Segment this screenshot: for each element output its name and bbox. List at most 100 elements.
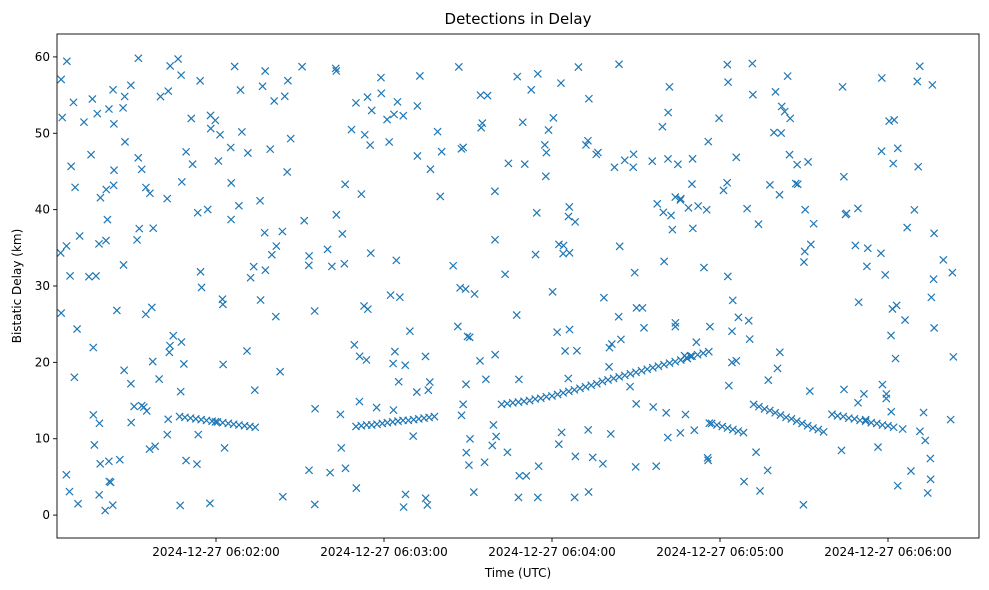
data-point [615, 242, 624, 251]
y-tick-label: 20 [35, 355, 50, 369]
data-point [570, 493, 579, 502]
data-point [112, 306, 121, 315]
data-point [557, 428, 566, 437]
data-point [503, 448, 512, 457]
data-point [607, 340, 616, 349]
x-tick-label: 2024-12-27 06:03:00 [320, 545, 447, 559]
data-point [681, 410, 690, 419]
data-point [475, 356, 485, 365]
data-point [211, 116, 220, 125]
data-point [182, 456, 191, 465]
data-point [304, 261, 313, 270]
data-point [58, 113, 67, 122]
data-point [629, 163, 638, 172]
data-point [637, 366, 646, 375]
data-point [671, 193, 680, 202]
data-point [323, 245, 332, 254]
data-point [793, 180, 802, 189]
data-point [571, 217, 580, 226]
data-point [205, 499, 214, 508]
data-point [806, 240, 815, 249]
data-point [192, 460, 201, 469]
data-point [888, 304, 897, 313]
y-tick-label: 0 [42, 508, 50, 522]
data-point [765, 406, 774, 415]
data-point [671, 322, 680, 331]
data-point [176, 501, 185, 510]
data-point [512, 311, 521, 320]
data-point [948, 268, 957, 277]
data-point [261, 266, 270, 275]
data-point [216, 130, 225, 139]
data-point [465, 333, 474, 342]
data-point [305, 251, 314, 260]
data-point [196, 76, 205, 85]
data-point [803, 421, 812, 430]
data-point [367, 106, 376, 115]
data-point [792, 417, 801, 426]
data-point [280, 92, 289, 101]
x-tick-label: 2024-12-27 06:05:00 [656, 545, 783, 559]
data-point [127, 418, 136, 427]
data-point [177, 177, 186, 186]
data-point [728, 296, 737, 305]
data-point [694, 202, 703, 211]
data-point [436, 192, 445, 201]
data-point [620, 371, 629, 380]
data-point [421, 494, 430, 503]
data-point [740, 477, 749, 486]
data-point [514, 493, 523, 502]
data-point [164, 87, 173, 96]
data-point [827, 410, 837, 419]
data-point [764, 376, 773, 385]
data-point [423, 500, 432, 510]
data-point [540, 140, 549, 149]
data-point [808, 424, 817, 433]
data-point [372, 403, 381, 412]
data-point [73, 499, 83, 508]
data-point [638, 303, 647, 312]
data-point [786, 114, 795, 123]
data-point [749, 400, 758, 409]
data-point [799, 258, 808, 267]
data-point [260, 228, 269, 237]
data-point [389, 359, 398, 368]
data-point [514, 375, 523, 384]
data-point [885, 117, 894, 126]
data-point [626, 369, 635, 378]
data-point [872, 419, 881, 428]
data-point [351, 98, 360, 107]
x-tick-label: 2024-12-27 06:06:00 [824, 545, 951, 559]
data-point [476, 91, 485, 100]
data-point [662, 408, 671, 417]
data-point [109, 181, 118, 190]
data-point [145, 445, 154, 454]
data-point [549, 113, 558, 122]
y-tick-label: 60 [35, 50, 50, 64]
data-point [804, 157, 813, 166]
data-point [799, 500, 808, 509]
data-point [649, 402, 658, 411]
data-point [518, 118, 527, 127]
data-point [667, 211, 676, 220]
data-point [480, 458, 489, 467]
data-point [401, 361, 410, 370]
data-point [755, 486, 765, 495]
data-point [194, 430, 203, 439]
data-point [913, 77, 922, 86]
data-point [462, 448, 471, 457]
data-point [389, 406, 398, 415]
data-point [390, 347, 399, 356]
data-point [135, 224, 144, 233]
data-point [463, 332, 472, 341]
data-point [332, 66, 341, 76]
data-point [927, 293, 936, 302]
data-point [732, 153, 741, 162]
data-point [643, 365, 652, 374]
data-point [203, 205, 212, 214]
data-point [548, 287, 557, 296]
data-point [801, 205, 810, 214]
data-point [230, 62, 239, 71]
data-point [437, 147, 446, 156]
data-point [377, 89, 386, 98]
